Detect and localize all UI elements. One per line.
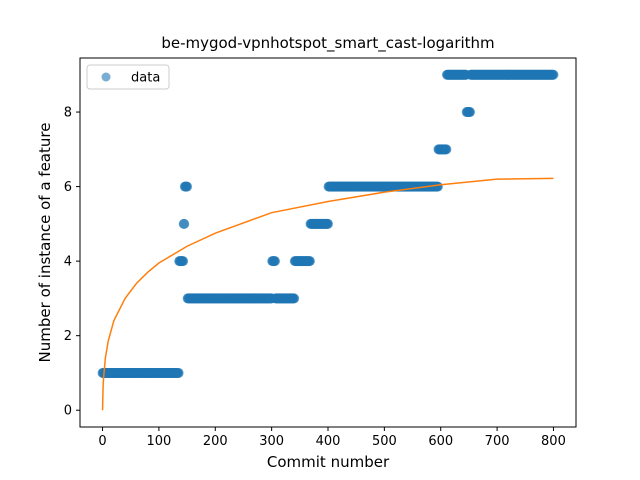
y-tick-label: 2	[64, 329, 72, 344]
data-point	[548, 69, 559, 80]
y-tick-label: 8	[64, 106, 72, 121]
x-tick-label: 200	[203, 434, 228, 449]
x-tick-label: 0	[98, 434, 106, 449]
fit-line	[101, 177, 554, 411]
data-point	[304, 256, 315, 267]
x-tick-label: 300	[259, 434, 284, 449]
legend-label-data: data	[131, 71, 160, 86]
legend: data	[86, 64, 170, 90]
y-tick-label: 4	[64, 255, 72, 270]
data-point	[182, 181, 193, 192]
x-tick-label: 800	[541, 434, 566, 449]
plot-area	[97, 69, 559, 411]
x-tick-label: 100	[146, 434, 171, 449]
x-tick-label: 600	[428, 434, 453, 449]
x-tick-label: 400	[316, 434, 341, 449]
x-tick-label: 700	[485, 434, 510, 449]
data-point	[432, 181, 443, 192]
data-point	[441, 144, 452, 155]
data-point	[323, 218, 333, 229]
y-tick-label: 0	[64, 404, 72, 419]
data-point	[465, 107, 476, 118]
x-tick-label: 500	[372, 434, 397, 449]
legend-box	[86, 64, 170, 90]
data-point	[270, 256, 281, 267]
scatter-series-data	[97, 69, 559, 378]
chart-title: be-mygod-vpnhotspot_smart_cast-logarithm	[161, 34, 494, 53]
y-axis-label: Number of instance of a feature	[36, 123, 54, 363]
data-point	[179, 218, 190, 229]
data-point	[289, 293, 300, 304]
y-tick-label: 6	[64, 180, 72, 195]
x-axis-label: Commit number	[267, 453, 390, 471]
data-point	[173, 367, 184, 378]
axes: 0 100 200 300 400 500 600 700 800 0 2 4 6 8	[64, 57, 577, 449]
fit-line-series	[101, 177, 554, 411]
legend-marker	[101, 72, 111, 82]
data-point	[178, 256, 189, 267]
